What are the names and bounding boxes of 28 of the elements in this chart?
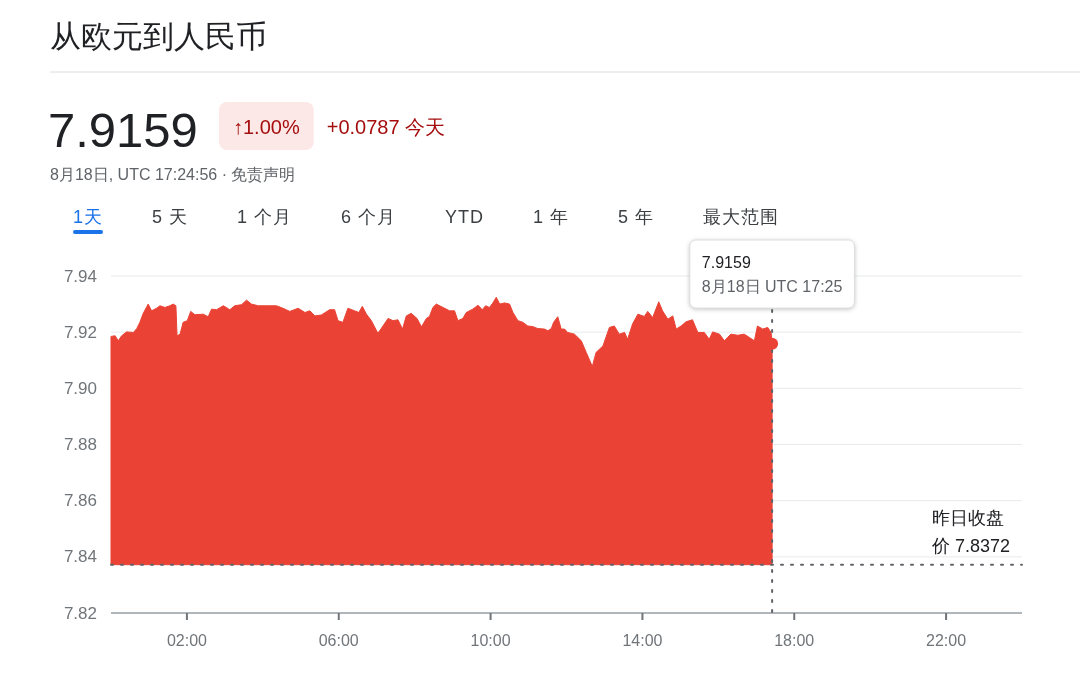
- y-tick-label: 7.94: [63, 266, 97, 286]
- text: YTD: [445, 207, 485, 227]
- text: 最大范围: [703, 207, 780, 227]
- text: 8月18日, UTC 17:24:56 · 免责声明: [50, 166, 296, 183]
- chart-title: 从欧元到人民币: [50, 19, 267, 54]
- text: 1天: [73, 207, 104, 227]
- ref-line-label: 昨日收盘价 7.8372: [931, 507, 1011, 556]
- ref-line-label: 7.9159 8月18日 UTC 17:25: [701, 254, 843, 295]
- text: ↑1.00%: [233, 116, 300, 138]
- y-tick-label: 7.90: [63, 378, 97, 398]
- x-tick-label: 14:00: [622, 632, 663, 649]
- text: +0.0787 今天: [326, 116, 446, 138]
- text: 5 年: [618, 207, 655, 227]
- y-tick-label: 7.86: [63, 491, 97, 511]
- y-tick-label: 7.92: [63, 322, 97, 342]
- x-tick-label: 18:00: [774, 632, 815, 649]
- x-tick-label: 22:00: [926, 632, 967, 649]
- x-tick-label: 10:00: [470, 632, 511, 649]
- text: 6 个月: [341, 207, 397, 227]
- text: 1 年: [533, 207, 570, 227]
- y-tick-label: 7.82: [63, 603, 97, 623]
- y-tick-label: 7.88: [63, 435, 97, 454]
- x-tick-label: 02:00: [166, 632, 208, 649]
- text: 1 个月: [237, 207, 293, 227]
- text: 5 天: [152, 207, 189, 227]
- text: 7.9159: [48, 103, 198, 157]
- y-tick-label: 7.84: [63, 547, 97, 567]
- x-tick-label: 06:00: [318, 632, 359, 649]
